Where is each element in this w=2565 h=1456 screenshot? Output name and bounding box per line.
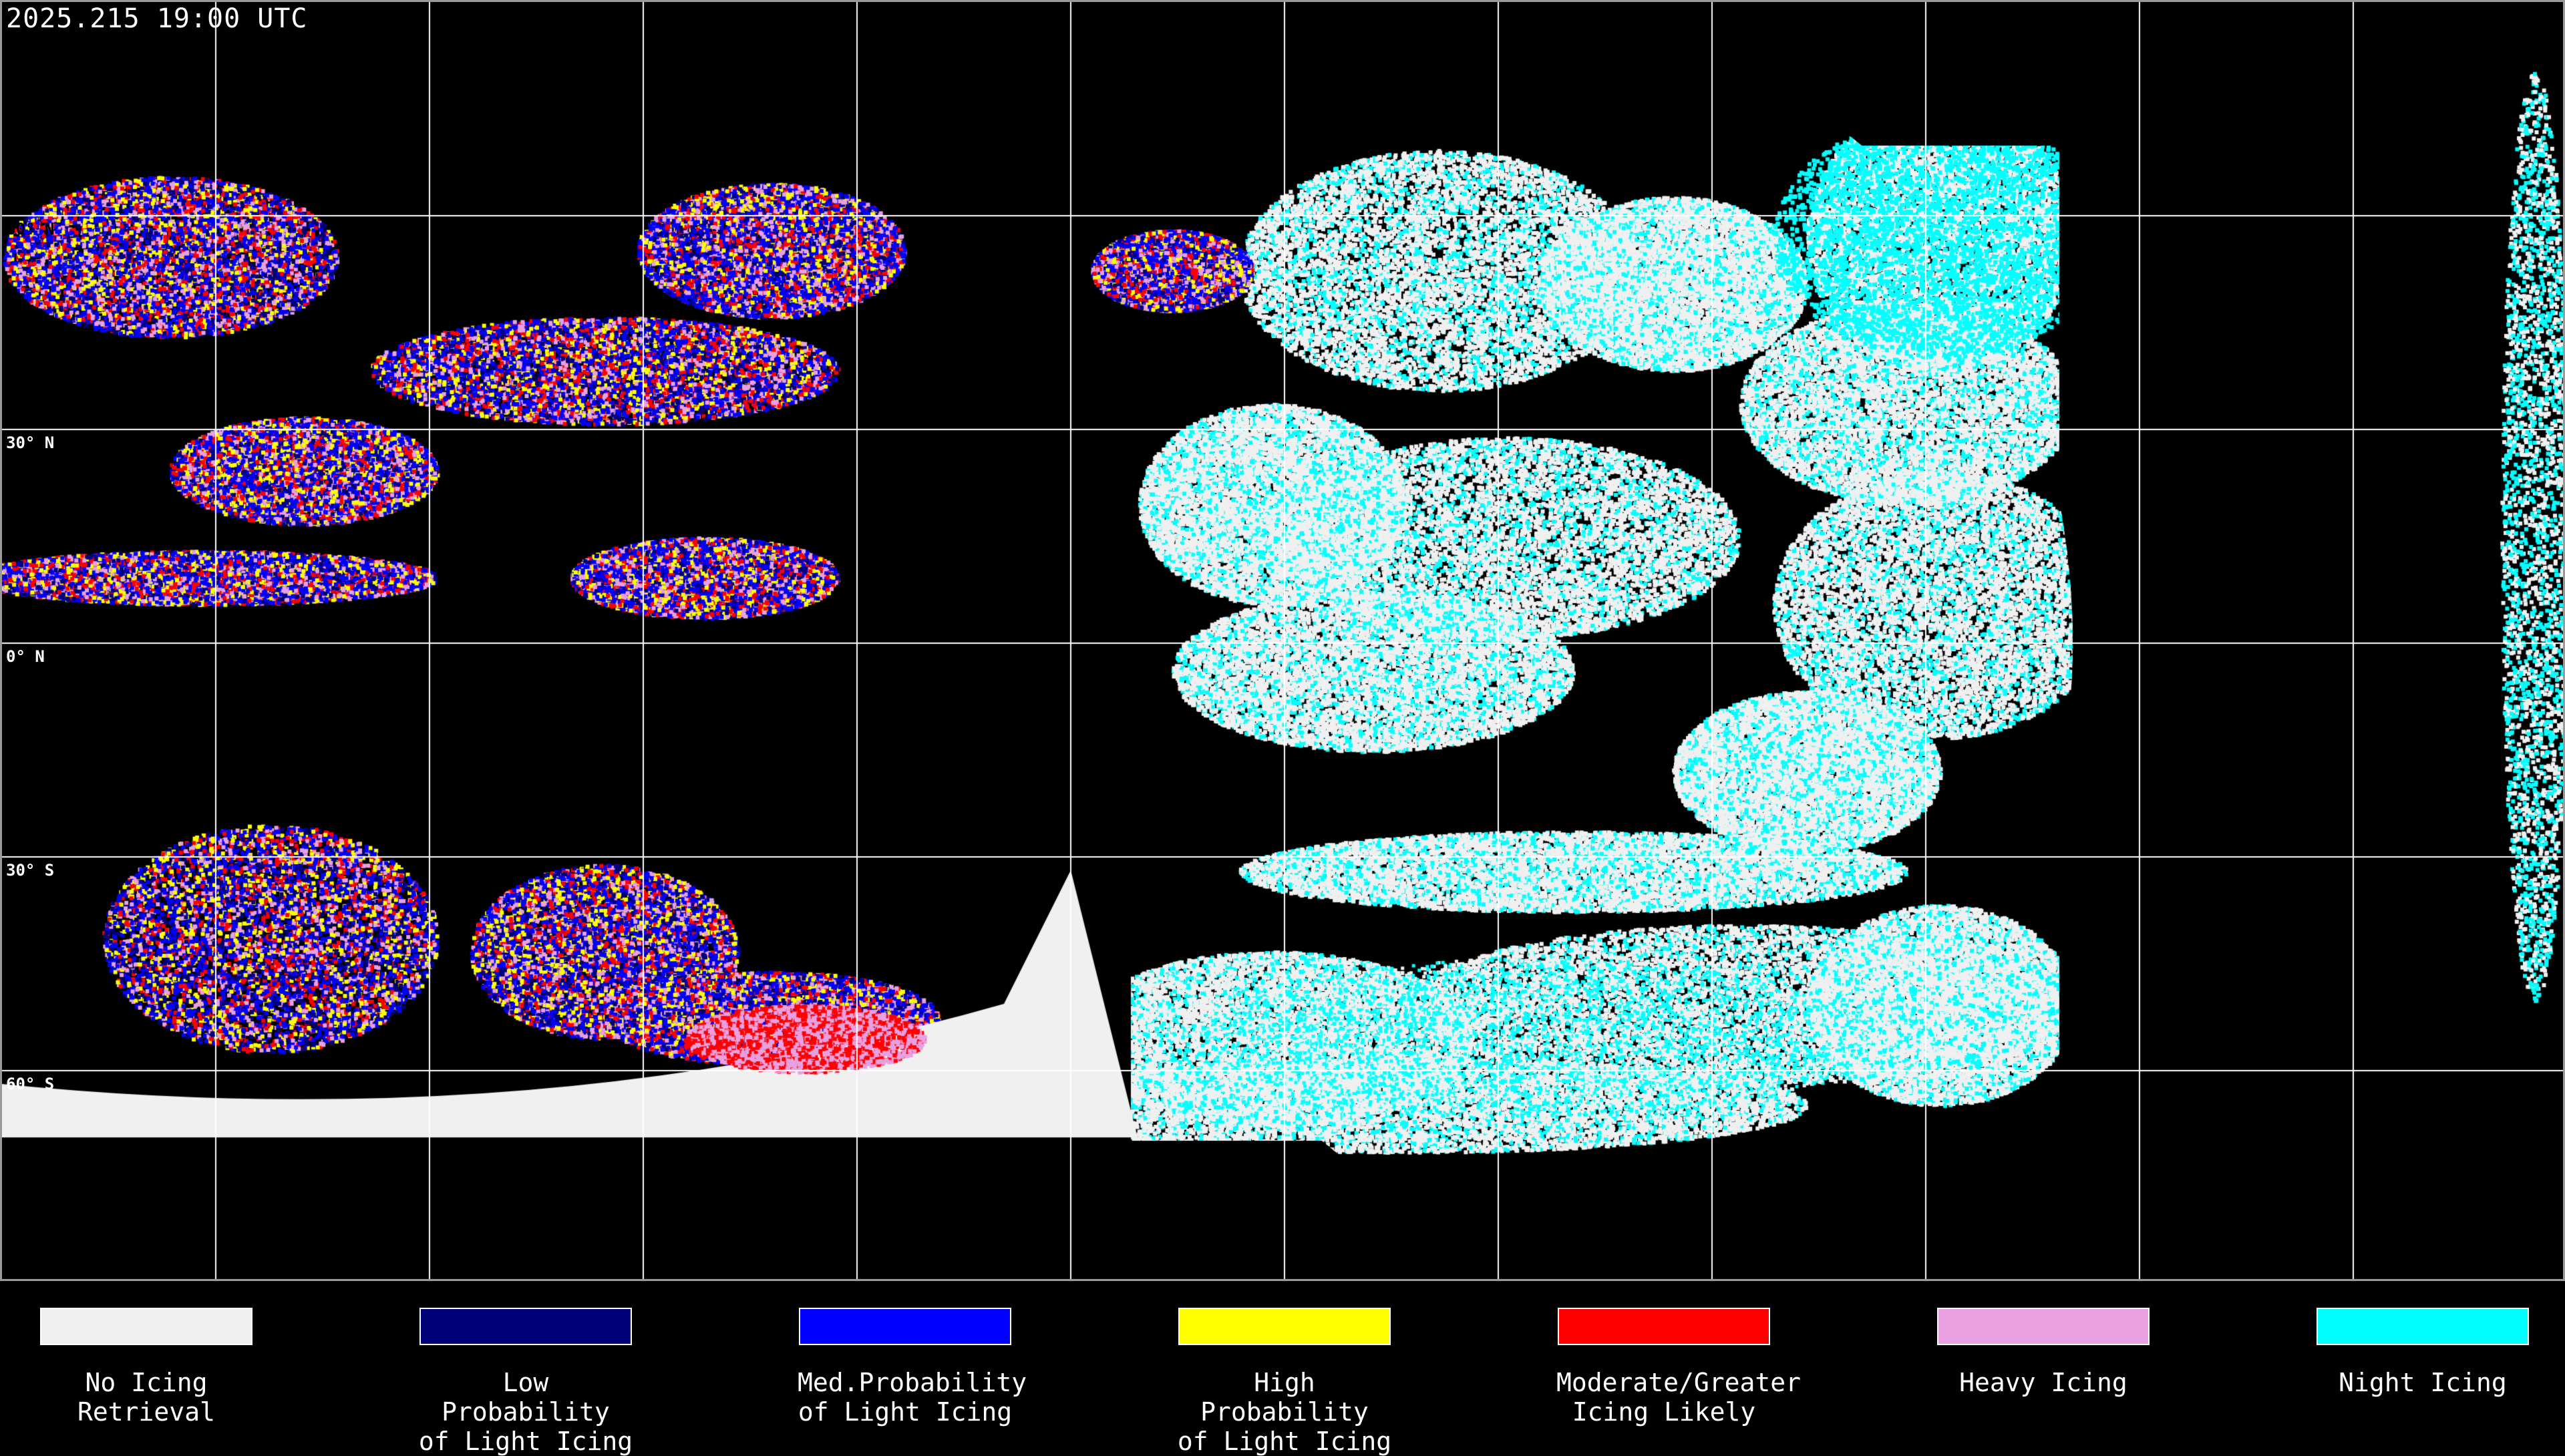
legend-label: Heavy Icing — [1959, 1368, 2127, 1397]
legend-swatch — [40, 1308, 252, 1345]
legend-label: Low Probability of Light Icing — [418, 1368, 633, 1456]
legend-item: Heavy Icing — [1936, 1308, 2151, 1397]
legend-item: Moderate/Greater Icing Likely — [1556, 1308, 1802, 1427]
legend-swatch — [419, 1308, 632, 1345]
lat-label-60n: 60° N — [6, 220, 55, 238]
lat-label-60s: 60° S — [6, 1075, 55, 1093]
lat-label-30n: 30° N — [6, 433, 55, 452]
legend-label: No Icing Retrieval — [77, 1368, 215, 1427]
legend-item: No Icing Retrieval — [39, 1308, 254, 1427]
legend-swatch — [2317, 1308, 2529, 1345]
legend-item: Low Probability of Light Icing — [418, 1308, 633, 1456]
legend-swatch — [1178, 1308, 1391, 1345]
legend-swatch — [1558, 1308, 1770, 1345]
legend-label: Med.Probability of Light Icing — [798, 1368, 1027, 1427]
legend-label: Moderate/Greater Icing Likely — [1556, 1368, 1802, 1427]
icing-product-image — [2, 2, 2563, 1279]
legend-swatch — [799, 1308, 1011, 1345]
legend-item: Med.Probability of Light Icing — [798, 1308, 1027, 1427]
icing-map: 2025.215 19:00 UTC 60° N 30° N 0° N 30° … — [0, 0, 2565, 1281]
lat-label-30s: 30° S — [6, 861, 55, 880]
legend-label: Night Icing — [2339, 1368, 2507, 1397]
legend-item: Night Icing — [2315, 1308, 2530, 1397]
timestamp-title: 2025.215 19:00 UTC — [6, 3, 308, 34]
lat-label-0n: 0° N — [6, 647, 45, 666]
legend-item: High Probability of Light Icing — [1177, 1308, 1392, 1456]
legend-swatch — [1937, 1308, 2150, 1345]
legend-label: High Probability of Light Icing — [1177, 1368, 1392, 1456]
